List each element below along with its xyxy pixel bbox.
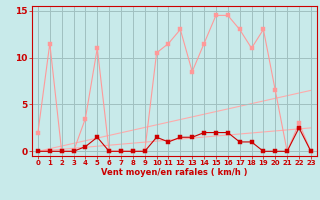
- X-axis label: Vent moyen/en rafales ( km/h ): Vent moyen/en rafales ( km/h ): [101, 168, 248, 177]
